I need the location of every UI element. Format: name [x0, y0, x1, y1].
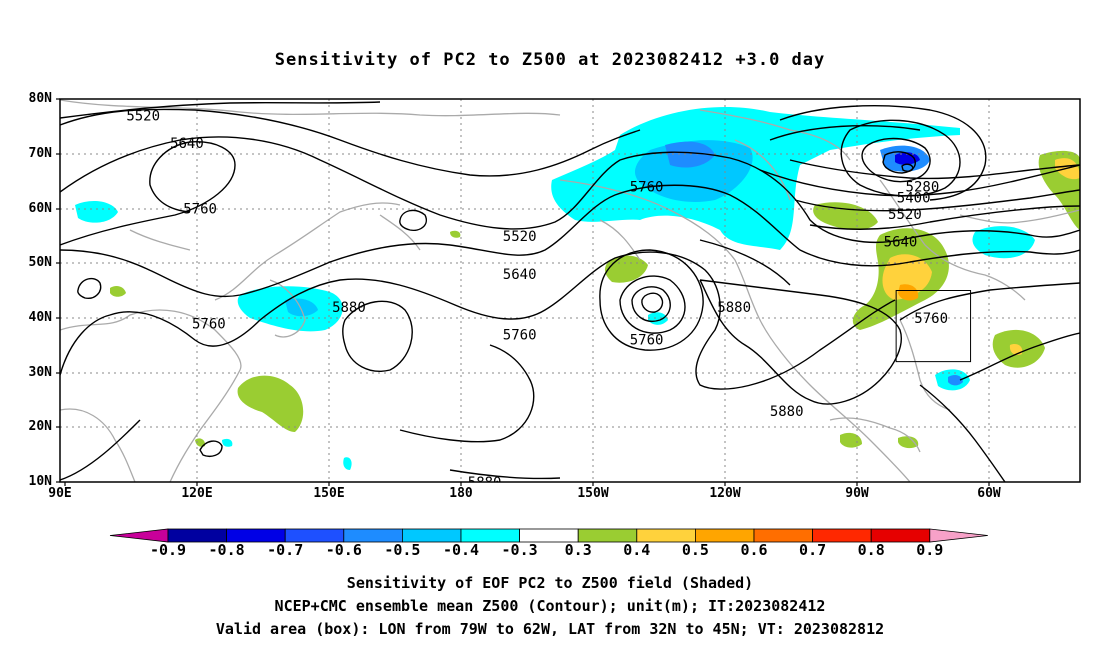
colorbar-tick-label: -0.3 [501, 541, 538, 559]
grid-lines [60, 99, 1080, 482]
lon-label-150e: 150E [313, 486, 345, 501]
shade-positive-pacific [604, 255, 648, 283]
plot-frame [59, 98, 1081, 483]
chart-title: Sensitivity of PC2 to Z500 at 2023082412… [274, 50, 826, 70]
shade-negative-labrador [972, 226, 1035, 259]
colorbar-tick-label: -0.8 [208, 541, 245, 559]
shade-positive-wpac [237, 375, 304, 432]
contour-label: 5760 [503, 327, 537, 343]
lon-label-90w: 90W [845, 486, 869, 501]
shade-negative-atlantic-core [948, 374, 963, 386]
contour-label: 5520 [888, 207, 922, 223]
contour-label: 5760 [183, 201, 217, 217]
contour-label: 5520 [503, 229, 537, 245]
shading-layer [75, 106, 1080, 470]
shade-positive-eastus-core2 [898, 284, 919, 301]
lat-label-60n: 60N [28, 201, 52, 216]
lat-label-10n: 10N [28, 474, 52, 489]
shade-negative-west [75, 200, 118, 223]
shade-positive-atlantic-core [1009, 344, 1023, 355]
caption-line-2: NCEP+CMC ensemble mean Z500 (Contour); u… [274, 597, 826, 615]
lon-label-120w: 120W [709, 486, 741, 501]
shade-negative-arctic-core [635, 140, 753, 202]
shade-negative-pacific [648, 312, 668, 325]
shade-negative-tropic2 [343, 457, 352, 470]
contour-label: 5760 [630, 333, 664, 349]
shade-positive-small1 [110, 285, 126, 297]
contour-labels: 5520 5640 5760 5760 5880 5520 5640 5760 5760 5760… [126, 108, 948, 491]
contour-label: 5880 [332, 300, 366, 316]
contour-label: 5880 [468, 475, 502, 491]
colorbar-tick-label: -0.4 [442, 541, 480, 559]
lat-label-40n: 40N [28, 310, 52, 325]
shade-negative-japan-core [285, 298, 318, 317]
shade-positive-eastus-core [882, 254, 932, 300]
shade-negative-tropic [222, 438, 233, 447]
contour-label: 5640 [884, 234, 918, 250]
lon-label-90e: 90E [48, 486, 72, 501]
colorbar-tick-label: -0.7 [267, 541, 304, 559]
valid-area-box [895, 290, 972, 363]
contour-label: 5760 [192, 316, 226, 332]
colorbar-tick-label: 0.8 [857, 541, 885, 559]
colorbar-tick-label: 0.9 [916, 541, 944, 559]
caption-line-3: Valid area (box): LON from 79W to 62W, L… [215, 620, 885, 638]
shade-positive-small4 [450, 230, 461, 238]
contour-label: 5520 [126, 108, 160, 124]
colorbar-tick-label: -0.5 [384, 541, 421, 559]
axis-ticks [56, 98, 990, 486]
colorbar-tick-label: 0.3 [564, 541, 592, 559]
lat-label-20n: 20N [28, 419, 52, 434]
contour-label: 5760 [630, 180, 664, 196]
lat-label-80n: 80N [28, 91, 52, 106]
lat-label-70n: 70N [28, 146, 52, 161]
lon-label-60w: 60W [977, 486, 1001, 501]
contour-label: 5880 [770, 404, 804, 420]
contour-label: 5880 [717, 300, 751, 316]
shade-negative-arctic-core2 [665, 141, 715, 168]
lon-label-150w: 150W [577, 486, 609, 501]
colorbar-tick-label: -0.6 [325, 541, 362, 559]
shade-negative-arctic [551, 106, 960, 250]
colorbar-tick-label: 0.4 [623, 541, 651, 559]
lon-label-180: 180 [449, 486, 473, 501]
colorbar-tick-label: 0.6 [740, 541, 768, 559]
shade-positive-small2 [840, 432, 862, 448]
shade-positive-small3 [898, 436, 919, 449]
shade-negative-greenland-core [895, 152, 920, 165]
lat-label-50n: 50N [28, 255, 52, 270]
contour-label: 5640 [503, 267, 537, 283]
contour-label: 5400 [897, 190, 931, 206]
z500-contours [60, 101, 1080, 482]
contour-label: 5760 [914, 311, 948, 327]
contour-label: 5640 [170, 136, 204, 152]
shade-positive-small5 [195, 438, 206, 447]
colorbar-tick-label: 0.5 [681, 541, 709, 559]
caption-line-1: Sensitivity of EOF PC2 to Z500 field (Sh… [346, 574, 754, 592]
contour-label: 5280 [906, 180, 940, 196]
lat-label-30n: 30N [28, 365, 52, 380]
colorbar-tick-label: -0.9 [149, 541, 187, 559]
lon-label-120e: 120E [181, 486, 213, 501]
colorbar-tick-label: 0.7 [799, 541, 827, 559]
